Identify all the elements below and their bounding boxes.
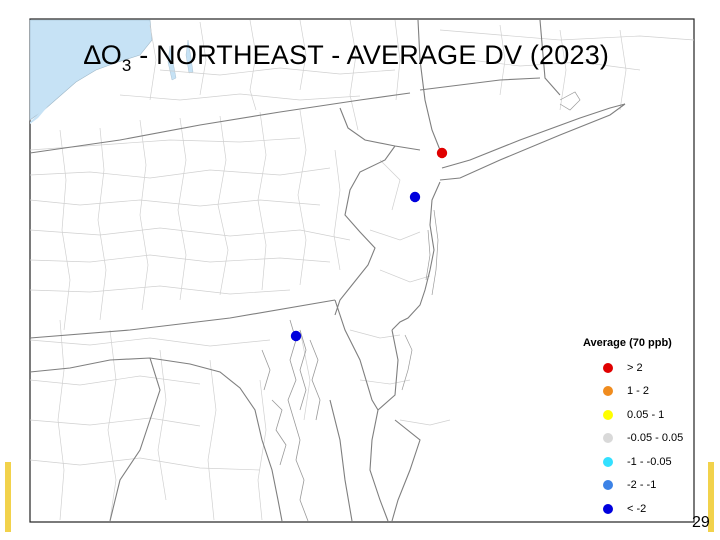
map-title: ∆O3 - NORTHEAST - AVERAGE DV (2023) xyxy=(84,40,610,75)
legend-label: -1 - -0.05 xyxy=(627,455,672,468)
legend-label: < -2 xyxy=(627,502,647,515)
legend-item: < -2 xyxy=(583,497,698,521)
legend-dot xyxy=(603,409,613,420)
legend-title: Average (70 ppb) xyxy=(583,337,672,349)
page-number: 29 xyxy=(692,514,710,531)
chesapeake-bay xyxy=(261,319,321,522)
county-borders xyxy=(29,19,695,521)
map-frame xyxy=(29,18,695,523)
lake-erie xyxy=(30,106,48,124)
title-subscript: 3 xyxy=(121,56,132,75)
legend-dot xyxy=(603,503,613,514)
legend-label: -0.05 - 0.05 xyxy=(627,432,684,445)
accent-bar-right xyxy=(708,462,714,532)
legend: Average (70 ppb) > 2 1 - 2 0.05 - 1 -0.0… xyxy=(583,337,698,521)
legend-dot xyxy=(603,362,613,373)
monitor-nyc xyxy=(436,147,448,159)
accent-bar-left xyxy=(5,462,11,532)
legend-dot xyxy=(603,480,613,491)
monitor-md xyxy=(290,330,302,342)
legend-dot xyxy=(603,433,613,444)
legend-label: -2 - -1 xyxy=(627,479,657,492)
legend-label: 1 - 2 xyxy=(627,385,650,398)
legend-item: 0.05 - 1 xyxy=(583,403,698,427)
legend-item: 1 - 2 xyxy=(583,380,698,404)
legend-label: > 2 xyxy=(627,361,643,374)
title-rest: - NORTHEAST - AVERAGE DV (2023) xyxy=(131,40,610,70)
coastal-detail xyxy=(401,91,581,391)
legend-item: -2 - -1 xyxy=(583,474,698,498)
legend-item: > 2 xyxy=(583,356,698,380)
state-borders xyxy=(29,19,626,522)
legend-item: -0.05 - 0.05 xyxy=(583,427,698,451)
legend-label: 0.05 - 1 xyxy=(627,408,665,421)
title-prefix: ∆O xyxy=(84,40,122,70)
legend-dot xyxy=(603,386,613,397)
legend-dot xyxy=(603,456,613,467)
monitor-nj xyxy=(409,191,421,203)
legend-item: -1 - -0.05 xyxy=(583,450,698,474)
